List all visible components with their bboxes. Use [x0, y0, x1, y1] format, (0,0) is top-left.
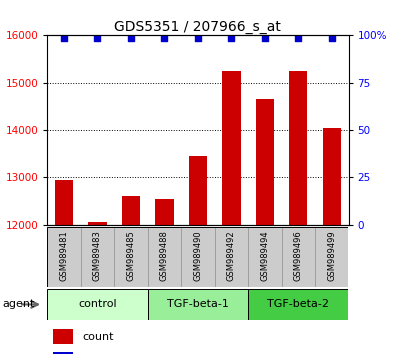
- Point: [194, 35, 201, 40]
- Text: GSM989490: GSM989490: [193, 230, 202, 281]
- FancyBboxPatch shape: [214, 227, 247, 287]
- Point: [127, 35, 134, 40]
- Text: TGF-beta-2: TGF-beta-2: [267, 299, 328, 309]
- Bar: [322, 128, 340, 225]
- Bar: [255, 99, 273, 225]
- Point: [227, 35, 234, 40]
- Text: agent: agent: [2, 299, 34, 309]
- Title: GDS5351 / 207966_s_at: GDS5351 / 207966_s_at: [114, 21, 281, 34]
- Point: [328, 35, 334, 40]
- Bar: [188, 156, 207, 225]
- Text: GSM989488: GSM989488: [160, 230, 169, 281]
- Point: [61, 35, 67, 40]
- Text: GSM989496: GSM989496: [293, 230, 302, 281]
- Point: [294, 35, 301, 40]
- FancyBboxPatch shape: [314, 227, 348, 287]
- Bar: [53, 352, 73, 354]
- Point: [261, 35, 267, 40]
- Text: count: count: [82, 331, 114, 342]
- Text: TGF-beta-1: TGF-beta-1: [166, 299, 228, 309]
- Bar: [54, 180, 73, 225]
- FancyBboxPatch shape: [147, 227, 181, 287]
- Text: GSM989494: GSM989494: [260, 230, 269, 281]
- FancyBboxPatch shape: [247, 289, 348, 320]
- Bar: [53, 329, 73, 344]
- Bar: [222, 71, 240, 225]
- Bar: [88, 222, 106, 225]
- Bar: [155, 199, 173, 225]
- Point: [161, 35, 167, 40]
- Text: GSM989499: GSM989499: [326, 230, 335, 281]
- Text: GSM989492: GSM989492: [226, 230, 235, 281]
- FancyBboxPatch shape: [147, 289, 247, 320]
- Bar: [288, 71, 307, 225]
- FancyBboxPatch shape: [181, 227, 214, 287]
- FancyBboxPatch shape: [47, 289, 147, 320]
- FancyBboxPatch shape: [247, 227, 281, 287]
- Text: control: control: [78, 299, 117, 309]
- Text: GSM989483: GSM989483: [93, 230, 101, 281]
- FancyBboxPatch shape: [114, 227, 147, 287]
- Text: GSM989485: GSM989485: [126, 230, 135, 281]
- Text: GSM989481: GSM989481: [59, 230, 68, 281]
- FancyBboxPatch shape: [81, 227, 114, 287]
- Point: [94, 35, 101, 40]
- FancyBboxPatch shape: [47, 227, 81, 287]
- Bar: [121, 196, 140, 225]
- FancyBboxPatch shape: [281, 227, 314, 287]
